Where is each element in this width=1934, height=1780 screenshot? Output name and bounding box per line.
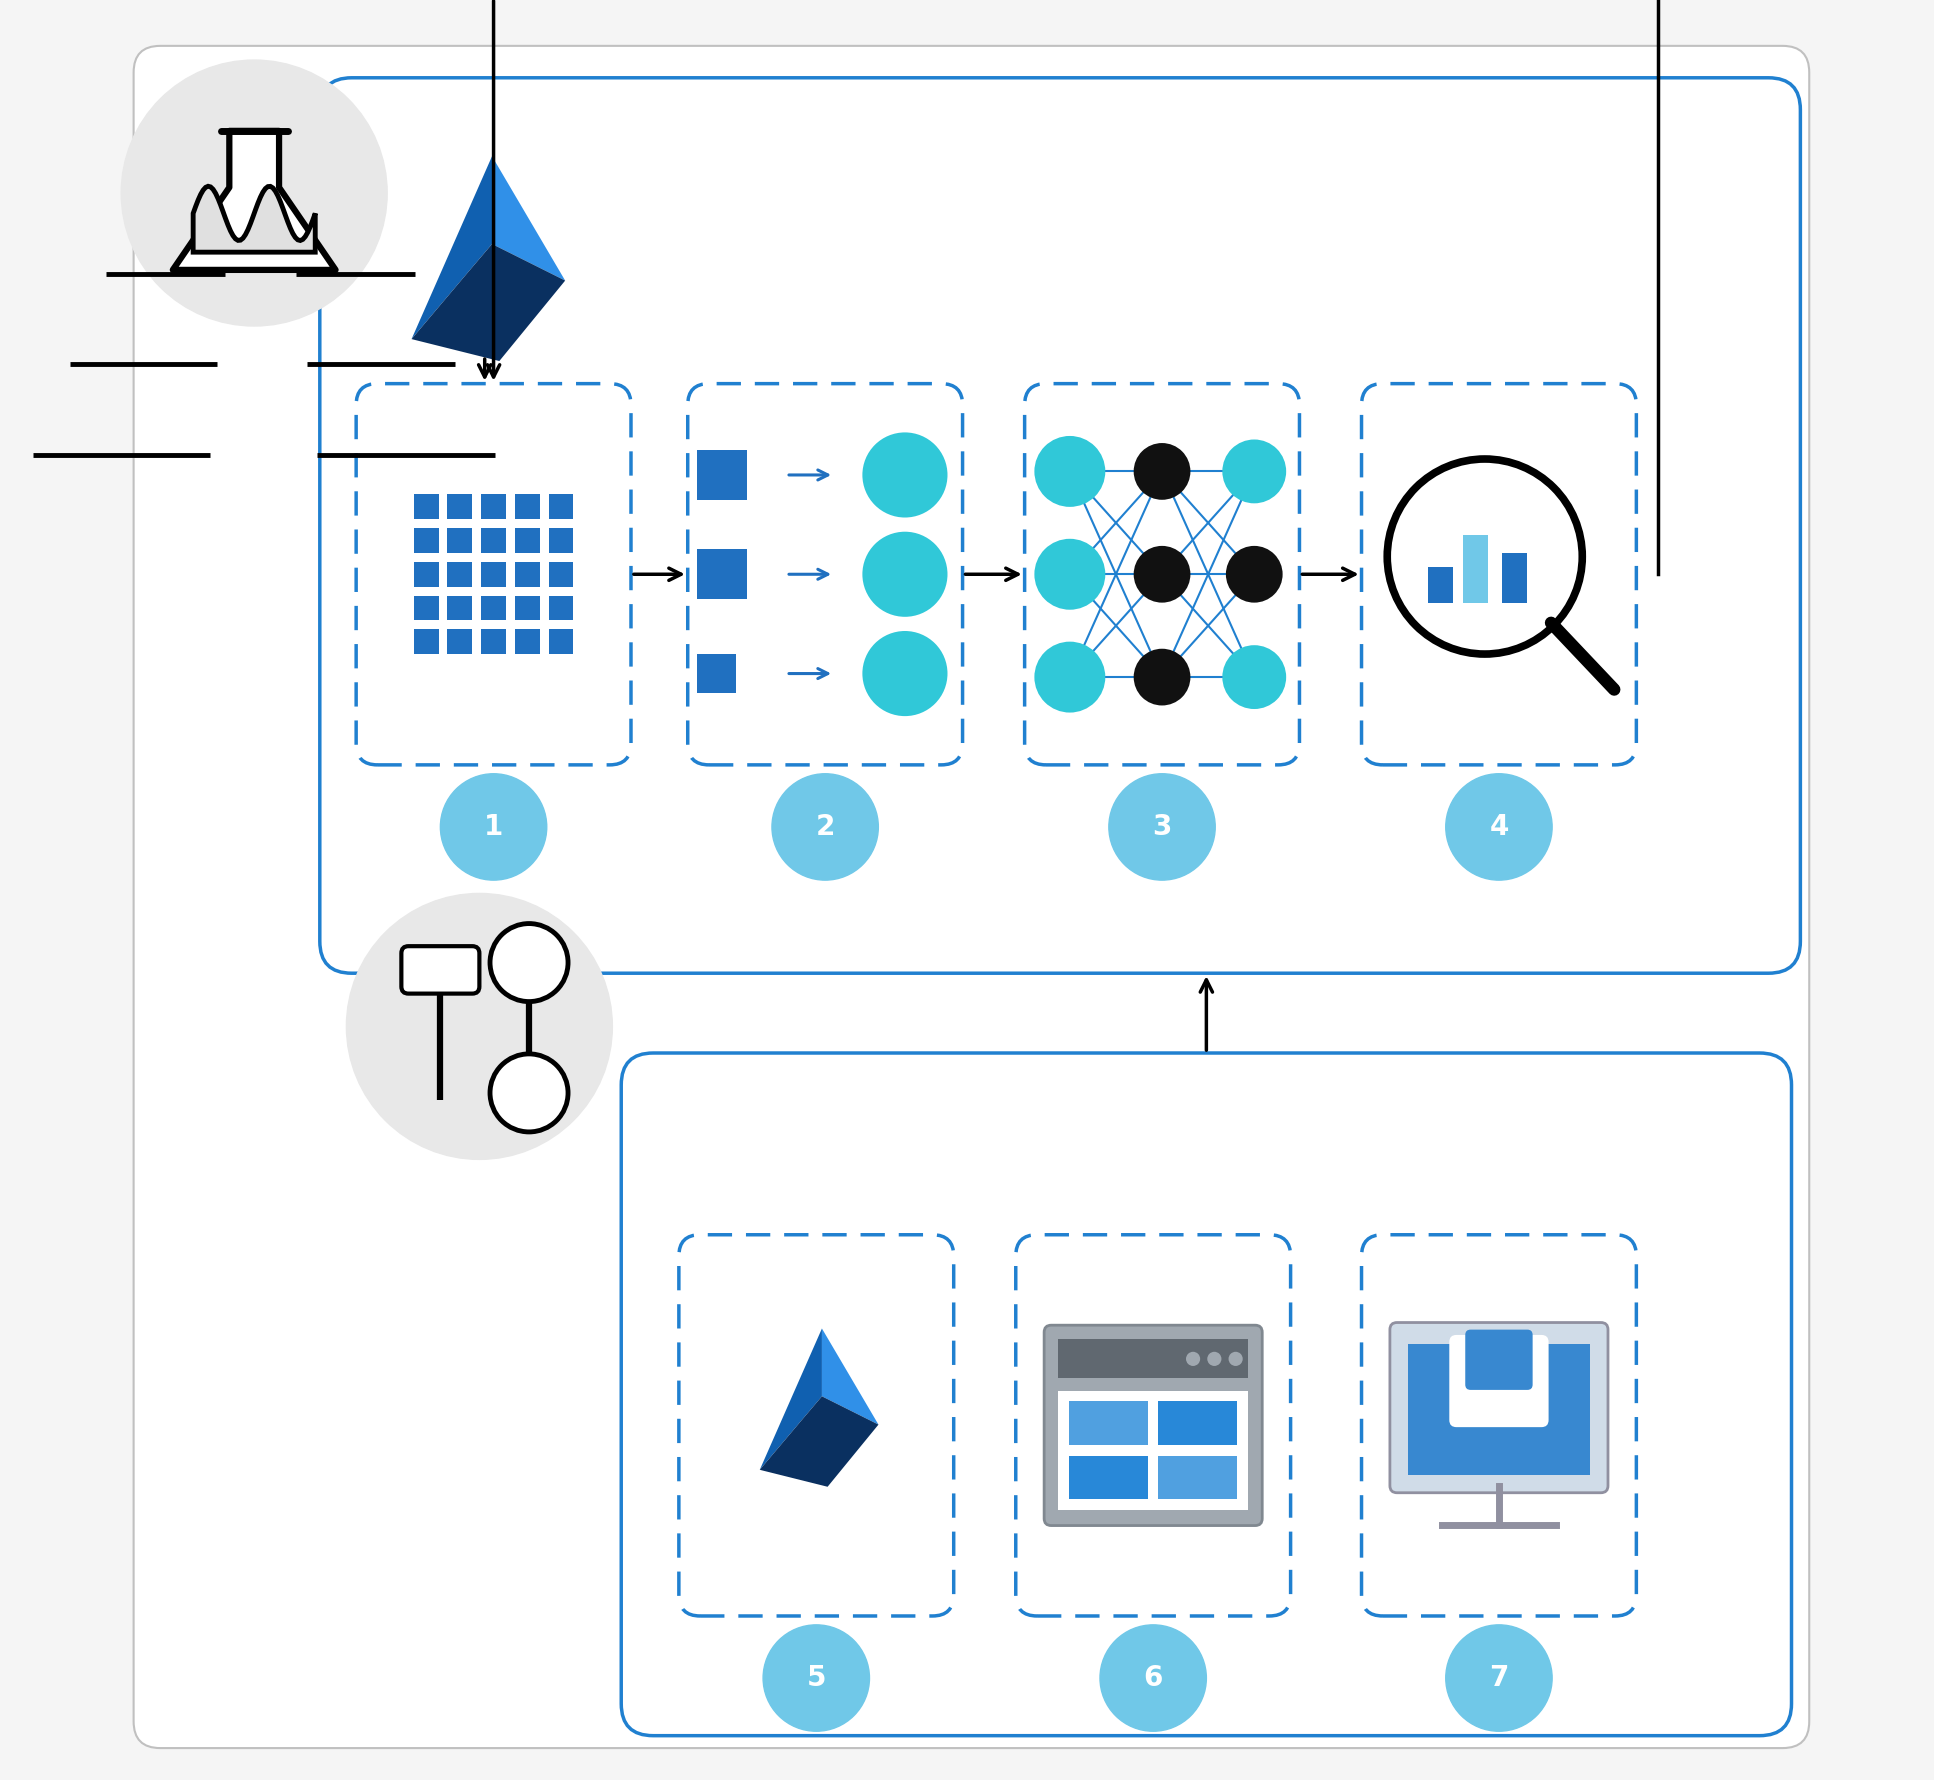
Text: 5: 5	[806, 1664, 826, 1693]
FancyBboxPatch shape	[356, 384, 630, 765]
Bar	[1158, 1456, 1238, 1499]
FancyBboxPatch shape	[1025, 384, 1300, 765]
Bar	[514, 495, 540, 520]
Circle shape	[1447, 1625, 1553, 1732]
Bar	[549, 628, 572, 653]
Circle shape	[863, 532, 948, 618]
Bar	[447, 495, 472, 520]
FancyBboxPatch shape	[1044, 1324, 1263, 1525]
Bar	[514, 596, 540, 621]
Polygon shape	[193, 187, 315, 253]
Bar	[514, 562, 540, 587]
Polygon shape	[760, 1328, 822, 1470]
Circle shape	[1133, 648, 1191, 705]
FancyBboxPatch shape	[1362, 384, 1636, 765]
Bar	[482, 562, 507, 587]
Text: 2: 2	[816, 813, 835, 840]
Polygon shape	[491, 157, 565, 281]
Text: 1: 1	[484, 813, 503, 840]
Bar	[482, 495, 507, 520]
Circle shape	[863, 630, 948, 716]
Bar	[1070, 1456, 1149, 1499]
Circle shape	[863, 433, 948, 518]
Bar	[447, 596, 472, 621]
Bar	[414, 529, 439, 554]
Bar	[698, 450, 747, 500]
FancyBboxPatch shape	[133, 46, 1808, 1748]
Bar	[549, 495, 572, 520]
Text: 3: 3	[1153, 813, 1172, 840]
Circle shape	[1035, 641, 1106, 712]
Circle shape	[489, 924, 569, 1002]
Bar	[1464, 536, 1489, 603]
Circle shape	[441, 774, 547, 879]
Polygon shape	[412, 244, 565, 361]
Bar	[447, 529, 472, 554]
Bar	[514, 529, 540, 554]
Bar	[1503, 554, 1528, 603]
Circle shape	[346, 894, 613, 1159]
Bar	[447, 562, 472, 587]
Circle shape	[1228, 1351, 1244, 1365]
Polygon shape	[822, 1328, 878, 1424]
Circle shape	[1108, 774, 1215, 879]
Bar	[414, 596, 439, 621]
Bar	[549, 529, 572, 554]
Bar	[482, 628, 507, 653]
Circle shape	[1186, 1351, 1201, 1365]
Text: 4: 4	[1489, 813, 1509, 840]
Bar	[549, 596, 572, 621]
Polygon shape	[172, 132, 337, 271]
Circle shape	[1035, 539, 1106, 611]
Circle shape	[1035, 436, 1106, 507]
Bar	[414, 628, 439, 653]
Bar	[1158, 1401, 1238, 1445]
Circle shape	[1133, 443, 1191, 500]
FancyBboxPatch shape	[679, 1235, 953, 1616]
Circle shape	[122, 61, 387, 326]
Bar	[414, 562, 439, 587]
Circle shape	[772, 774, 878, 879]
FancyBboxPatch shape	[1391, 1323, 1607, 1493]
Text: 6: 6	[1143, 1664, 1162, 1693]
FancyBboxPatch shape	[1362, 1235, 1636, 1616]
FancyBboxPatch shape	[689, 384, 963, 765]
Circle shape	[1447, 774, 1553, 879]
Circle shape	[489, 1054, 569, 1132]
Bar	[447, 628, 472, 653]
Polygon shape	[760, 1396, 878, 1486]
Circle shape	[1226, 546, 1282, 603]
Circle shape	[1387, 459, 1582, 653]
Bar	[1070, 1401, 1149, 1445]
Bar	[698, 653, 737, 692]
Circle shape	[1222, 644, 1286, 708]
Bar	[1408, 1344, 1590, 1476]
Bar	[1058, 1339, 1247, 1378]
Bar	[1058, 1390, 1247, 1509]
Circle shape	[1133, 546, 1191, 603]
Circle shape	[1100, 1625, 1207, 1732]
Bar	[482, 596, 507, 621]
Bar	[514, 628, 540, 653]
Bar	[698, 550, 747, 600]
Polygon shape	[412, 157, 491, 340]
Circle shape	[1207, 1351, 1222, 1365]
Bar	[1427, 568, 1452, 603]
FancyBboxPatch shape	[1449, 1335, 1549, 1428]
FancyBboxPatch shape	[402, 947, 480, 993]
Bar	[549, 562, 572, 587]
FancyBboxPatch shape	[1466, 1330, 1532, 1390]
Circle shape	[764, 1625, 870, 1732]
Circle shape	[1222, 440, 1286, 504]
FancyBboxPatch shape	[1015, 1235, 1290, 1616]
Bar	[482, 529, 507, 554]
Bar	[414, 495, 439, 520]
Text: 7: 7	[1489, 1664, 1509, 1693]
